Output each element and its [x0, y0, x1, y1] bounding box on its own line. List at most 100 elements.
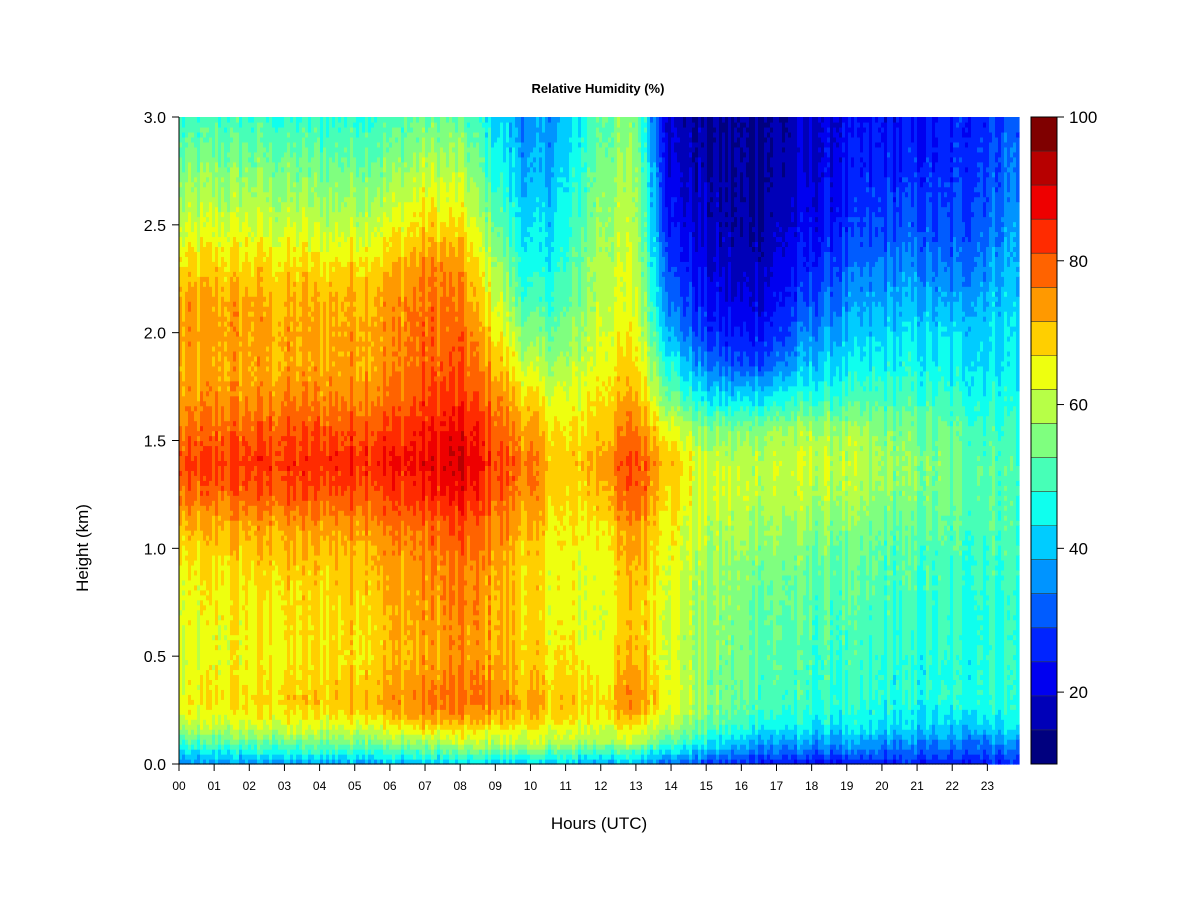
heatmap-cell — [317, 729, 321, 740]
heatmap-column — [398, 117, 402, 765]
heatmap-cell — [224, 126, 228, 133]
heatmap-cell — [491, 380, 495, 417]
heatmap-cell — [251, 739, 255, 750]
heatmap-cell — [527, 156, 531, 168]
heatmap-cell — [419, 749, 423, 755]
heatmap-cell — [440, 579, 444, 596]
heatmap-cell — [302, 574, 306, 596]
heatmap-cell — [341, 321, 345, 352]
heatmap-cell — [467, 191, 471, 228]
heatmap-cell — [242, 445, 246, 457]
heatmap-cell — [449, 729, 453, 740]
heatmap-cell — [524, 649, 528, 725]
heatmap-cell — [437, 729, 441, 740]
heatmap-cell — [527, 385, 531, 407]
heatmap-cell — [230, 117, 234, 128]
heatmap-cell — [197, 510, 201, 541]
heatmap-cell — [503, 744, 507, 750]
heatmap-cell — [458, 649, 462, 666]
heatmap-cell — [281, 579, 285, 596]
heatmap-cell — [455, 311, 459, 317]
heatmap-cell — [446, 430, 450, 486]
heatmap-cell — [485, 460, 489, 466]
heatmap-cell — [188, 281, 192, 302]
heatmap-cell — [356, 355, 360, 362]
heatmap-cell — [533, 410, 537, 457]
heatmap-cell — [356, 719, 360, 730]
heatmap-cell — [578, 549, 582, 566]
heatmap-cell — [497, 754, 501, 760]
heatmap-cell — [452, 749, 456, 760]
heatmap-cell — [302, 126, 306, 133]
heatmap-cell — [485, 251, 489, 292]
heatmap-cell — [254, 296, 258, 357]
heatmap-cell — [572, 589, 576, 601]
heatmap-cell — [359, 734, 363, 745]
heatmap-cell — [203, 400, 207, 447]
heatmap-cell — [467, 226, 471, 252]
heatmap-cell — [377, 589, 381, 680]
heatmap-column — [554, 117, 558, 765]
heatmap-cell — [563, 545, 567, 636]
heatmap-cell — [518, 211, 522, 218]
heatmap-cell — [437, 679, 441, 710]
heatmap-cell — [389, 246, 393, 277]
heatmap-cell — [569, 719, 573, 725]
heatmap-cell — [341, 445, 345, 452]
heatmap-cell — [578, 460, 582, 466]
heatmap-cell — [488, 126, 492, 183]
heatmap-cell — [272, 500, 276, 506]
heatmap-cell — [206, 734, 210, 745]
heatmap-cell — [488, 594, 492, 601]
heatmap-cell — [551, 505, 555, 680]
heatmap-cell — [218, 236, 222, 243]
heatmap-cell — [494, 599, 498, 626]
heatmap-cell — [362, 276, 366, 322]
heatmap-cell — [218, 380, 222, 387]
heatmap-cell — [296, 465, 300, 476]
heatmap-cell — [476, 136, 480, 143]
heatmap-column — [521, 117, 525, 765]
heatmap-cell — [566, 664, 570, 676]
heatmap-cell — [236, 166, 240, 178]
heatmap-cell — [230, 321, 234, 327]
heatmap-cell — [266, 540, 270, 546]
heatmap-cell — [227, 271, 231, 302]
heatmap-cell — [482, 554, 486, 571]
heatmap-cell — [230, 510, 234, 516]
heatmap-cell — [320, 500, 324, 521]
heatmap-cell — [521, 435, 525, 452]
heatmap-cell — [587, 186, 591, 193]
heatmap-cell — [377, 559, 381, 576]
heatmap-cell — [215, 440, 219, 447]
heatmap-cell — [221, 749, 225, 755]
heatmap-cell — [305, 425, 309, 457]
heatmap-cell — [353, 196, 357, 228]
heatmap-cell — [425, 117, 429, 133]
heatmap-cell — [473, 614, 477, 621]
heatmap-cell — [281, 370, 285, 402]
heatmap-cell — [593, 306, 597, 312]
heatmap-cell — [374, 370, 378, 407]
heatmap-cell — [248, 345, 252, 352]
heatmap-cell — [278, 261, 282, 267]
heatmap-cell — [545, 749, 549, 755]
heatmap-cell — [494, 510, 498, 571]
heatmap-cell — [536, 639, 540, 646]
heatmap-cell — [500, 400, 504, 407]
heatmap-cell — [395, 370, 399, 417]
heatmap-cell — [473, 340, 477, 352]
heatmap-cell — [557, 535, 561, 541]
heatmap-cell — [230, 246, 234, 277]
heatmap-cell — [215, 724, 219, 735]
heatmap-cell — [272, 759, 276, 765]
heatmap-cell — [512, 350, 516, 357]
heatmap-cell — [506, 316, 510, 322]
heatmap-cell — [374, 226, 378, 233]
heatmap-cell — [422, 729, 426, 735]
heatmap-cell — [434, 430, 438, 496]
heatmap-cell — [533, 754, 537, 760]
heatmap-cell — [395, 350, 399, 357]
heatmap-cell — [488, 639, 492, 656]
heatmap-cell — [302, 375, 306, 382]
